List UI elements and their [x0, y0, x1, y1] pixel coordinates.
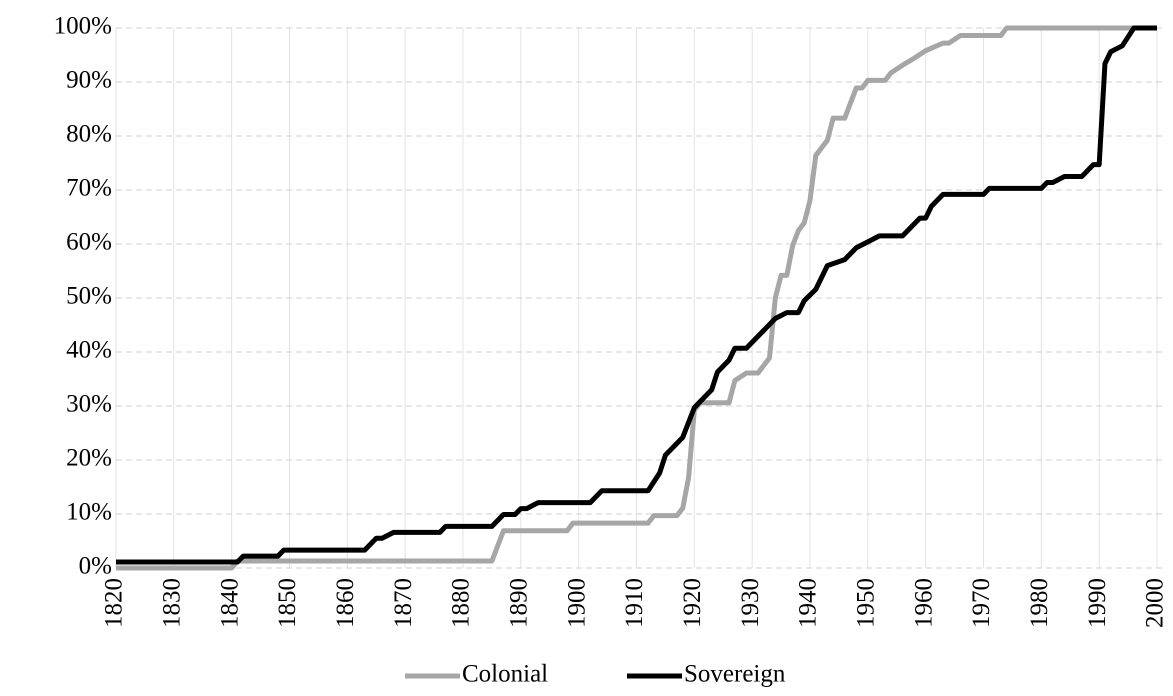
legend-label: Colonial	[462, 661, 548, 688]
x-tick-label: 1940	[795, 578, 822, 628]
y-tick-label: 80%	[66, 121, 112, 148]
x-tick-label: 1840	[216, 578, 243, 628]
x-tick-label: 1980	[1026, 578, 1053, 628]
x-tick-label: 1910	[621, 578, 648, 628]
x-tick-label: 1890	[506, 578, 533, 628]
line-series	[116, 25, 1157, 565]
x-tick-label: 1880	[448, 578, 475, 628]
x-tick-label: 1870	[390, 578, 417, 628]
y-tick-label: 100%	[54, 13, 112, 40]
x-tick-label: 1820	[101, 578, 128, 628]
y-tick-label: 70%	[66, 175, 112, 202]
line-series	[116, 25, 1157, 571]
x-tick-label: 1900	[563, 578, 590, 628]
x-tick-label: 2000	[1142, 578, 1169, 628]
x-tick-label: 1830	[159, 578, 186, 628]
y-tick-label: 40%	[66, 337, 112, 364]
x-tick-label: 1960	[910, 578, 937, 628]
x-tick-label: 1920	[679, 578, 706, 628]
x-tick-label: 1970	[968, 578, 995, 628]
y-tick-label: 20%	[66, 445, 112, 472]
x-tick-label: 1850	[274, 578, 301, 628]
legend-label: Sovereign	[684, 661, 786, 688]
y-tick-label: 50%	[66, 283, 112, 310]
y-tick-label: 0%	[79, 553, 112, 580]
y-tick-label: 30%	[66, 391, 112, 418]
y-tick-label: 60%	[66, 229, 112, 256]
x-tick-label: 1860	[332, 578, 359, 628]
x-tick-label: 1990	[1084, 578, 1111, 628]
y-tick-label: 10%	[66, 499, 112, 526]
y-tick-label: 90%	[66, 67, 112, 94]
x-tick-label: 1950	[853, 578, 880, 628]
x-tick-label: 1930	[737, 578, 764, 628]
